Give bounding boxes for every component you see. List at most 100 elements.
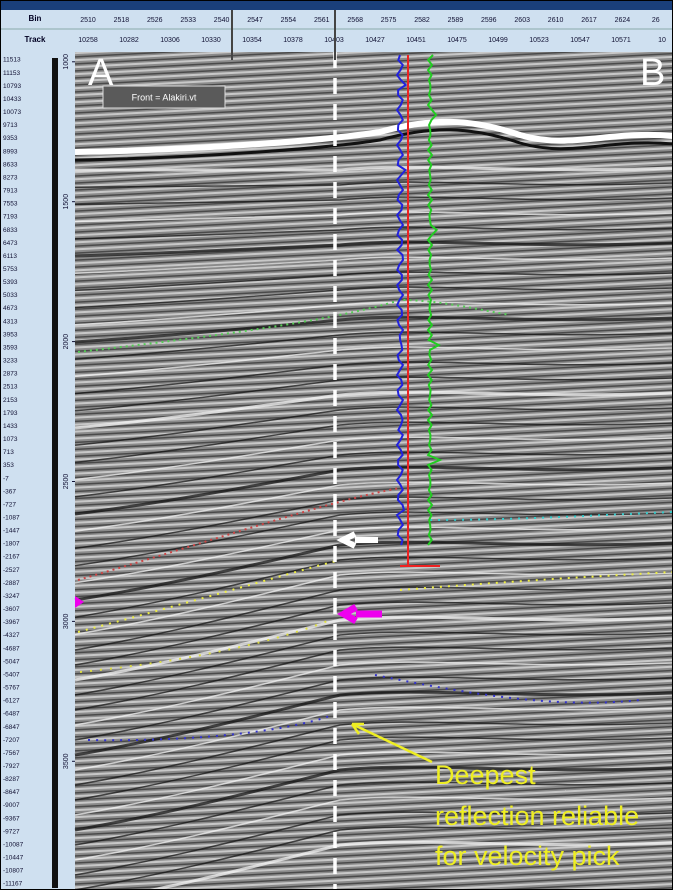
scale-label: 6113 xyxy=(3,253,17,260)
reflector xyxy=(74,451,673,498)
track-label: 10547 xyxy=(570,37,590,44)
scale-label: 5033 xyxy=(3,292,18,299)
scale-label: -7927 xyxy=(3,763,20,770)
scale-label: 2873 xyxy=(3,371,18,378)
scale-label: 2513 xyxy=(3,384,18,391)
bin-label: 2603 xyxy=(514,17,530,24)
scale-label: 7913 xyxy=(3,188,18,195)
bin-label: 2610 xyxy=(548,17,564,24)
time-label: 2500 xyxy=(63,474,70,490)
horizon-pick xyxy=(87,674,641,742)
time-label: 3000 xyxy=(63,614,70,630)
reflector xyxy=(74,256,673,274)
bin-label: 2526 xyxy=(147,17,163,24)
scale-label: 8993 xyxy=(3,148,18,155)
reflector xyxy=(74,676,673,741)
reflector xyxy=(74,436,673,481)
horizon-pick xyxy=(429,511,673,521)
bin-label: 2561 xyxy=(314,17,330,24)
scale-label: -3967 xyxy=(3,619,20,626)
reflector xyxy=(74,315,673,344)
magenta-marker xyxy=(75,596,84,608)
scale-label: -1447 xyxy=(3,528,20,535)
scale-label: 7193 xyxy=(3,214,18,221)
scale-label: -10447 xyxy=(3,855,24,862)
scale-label: 8273 xyxy=(3,174,18,181)
scale-label: -4327 xyxy=(3,632,20,639)
scale-label: 353 xyxy=(3,462,14,469)
scale-label: 1073 xyxy=(3,436,18,443)
label-b: B xyxy=(640,52,665,94)
reflector xyxy=(74,301,673,326)
scale-label: 7553 xyxy=(3,201,18,208)
scale-label: -6487 xyxy=(3,711,20,718)
horizon-pick xyxy=(77,298,511,353)
scale-label: 10433 xyxy=(3,96,21,103)
reflector xyxy=(74,556,673,618)
reflector xyxy=(74,481,673,532)
time-label: 3500 xyxy=(63,753,70,769)
reflector xyxy=(74,811,673,876)
scale-label: -5407 xyxy=(3,671,20,678)
reflector xyxy=(75,165,673,172)
reflector xyxy=(145,840,673,890)
scale-label: -727 xyxy=(3,501,16,508)
bin-label: 2596 xyxy=(481,17,497,24)
scale-label: 8633 xyxy=(3,161,18,168)
bin-label: 2617 xyxy=(581,17,597,24)
time-label: 1500 xyxy=(63,194,70,210)
track-header: Track xyxy=(25,35,46,44)
bin-label: 2518 xyxy=(114,17,130,24)
scale-label: 9353 xyxy=(3,135,18,142)
track-label: 10306 xyxy=(160,37,180,44)
annotation-line: reflection reliable xyxy=(435,801,639,831)
scale-label: -8287 xyxy=(3,776,20,783)
reflector xyxy=(74,690,673,757)
scale-label: 713 xyxy=(3,449,14,456)
reflector xyxy=(74,406,673,446)
bin-label: 2533 xyxy=(180,17,196,24)
track-label: 10 xyxy=(658,37,666,44)
track-label: 10282 xyxy=(119,37,139,44)
reflector xyxy=(74,511,673,567)
white-arrow xyxy=(336,531,378,549)
reflector xyxy=(74,765,673,832)
scale-label: 11513 xyxy=(3,57,21,64)
reflector xyxy=(74,286,673,309)
scale-label: 9713 xyxy=(3,122,18,129)
track-label: 10451 xyxy=(406,37,426,44)
reflector xyxy=(74,646,673,711)
well-log-blue xyxy=(395,54,408,546)
reflector xyxy=(74,631,673,696)
scale-label: -7567 xyxy=(3,750,20,757)
scale-label: 3953 xyxy=(3,331,18,338)
scale-label: 10073 xyxy=(3,109,21,116)
seafloor-reflector xyxy=(74,118,673,155)
scale-label: 5753 xyxy=(3,266,18,273)
scale-label: -9367 xyxy=(3,815,20,822)
reflector xyxy=(74,781,673,846)
reflector xyxy=(74,601,673,666)
reflector xyxy=(74,526,673,584)
scale-label: 4313 xyxy=(3,318,18,325)
scale-label: -11167 xyxy=(3,881,23,888)
annotation-line: Deepest xyxy=(435,760,536,790)
reflector xyxy=(74,196,673,206)
bin-label: 2589 xyxy=(448,17,464,24)
scale-label: -2167 xyxy=(3,554,20,561)
track-label: 10258 xyxy=(78,37,98,44)
reflector xyxy=(74,826,673,890)
scale-label: -6127 xyxy=(3,698,20,705)
time-label: 1000 xyxy=(63,54,70,70)
scale-label: -7 xyxy=(3,475,9,482)
reflector xyxy=(74,376,673,412)
reflector xyxy=(74,736,673,801)
front-label: Front = Alakiri.vt xyxy=(132,92,197,102)
bin-label: 2547 xyxy=(247,17,263,24)
bin-label: 2510 xyxy=(80,17,96,24)
scale-label: -10807 xyxy=(3,868,24,875)
bin-label: 2554 xyxy=(281,17,297,24)
track-label: 10523 xyxy=(529,37,549,44)
scale-label: -6847 xyxy=(3,724,20,731)
scale-label: -2527 xyxy=(3,567,20,574)
